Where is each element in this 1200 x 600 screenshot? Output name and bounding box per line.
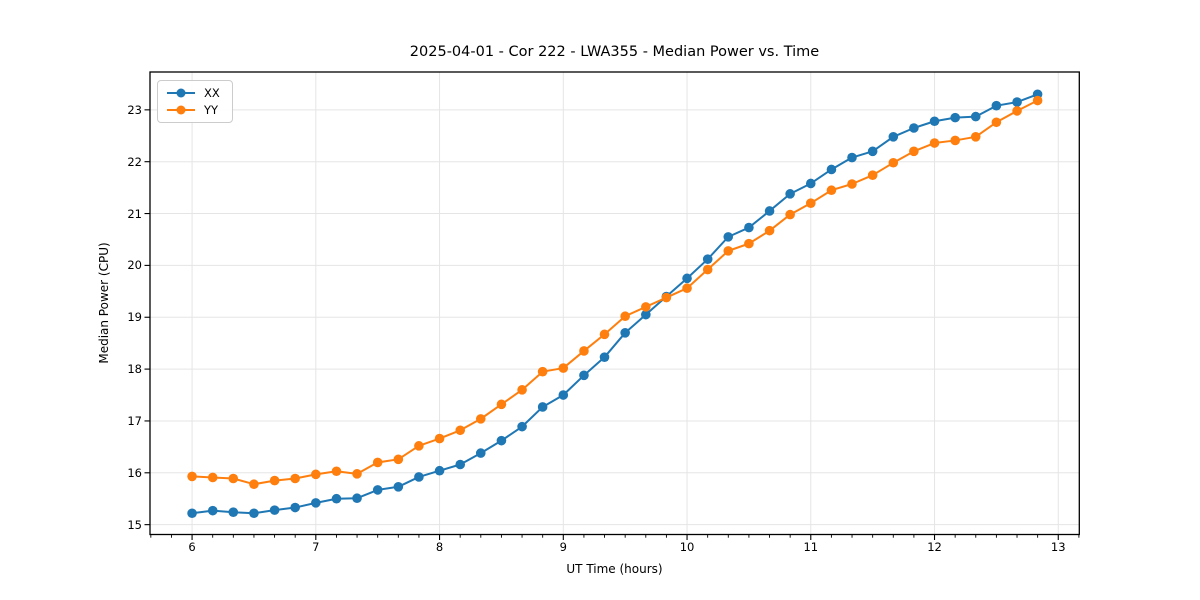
- x-tick-label-9: 9: [559, 540, 567, 554]
- y-tick-label-20: 20: [127, 258, 142, 273]
- series-yy: [187, 95, 1043, 490]
- chart-title: 2025-04-01 - Cor 222 - LWA355 - Median P…: [409, 44, 820, 60]
- series-xx-line: [191, 93, 1038, 515]
- x-tick-label-12: 12: [927, 540, 942, 554]
- legend-label-yy: YY: [204, 103, 219, 117]
- series-xx: [187, 89, 1043, 519]
- x-tick-label-7: 7: [312, 540, 320, 554]
- x-tick-label-10: 10: [679, 540, 695, 554]
- y-axis-label-text: Median Power (CPU): [97, 242, 111, 364]
- legend-entry-xx: XX: [166, 86, 220, 100]
- legend-label-xx: XX: [204, 86, 220, 100]
- series-yy-markers: [187, 95, 1043, 490]
- x-tick-label-13: 13: [1050, 540, 1066, 554]
- axis-ticks: [144, 109, 1080, 540]
- y-tick-label-22: 22: [127, 154, 142, 169]
- y-tick-label-21: 21: [127, 206, 142, 221]
- legend-entry-yy: YY: [166, 103, 220, 117]
- y-tick-label-16: 16: [127, 465, 142, 480]
- series-xx-markers: [187, 89, 1043, 519]
- legend-swatch-yy-line-marker-icon: [167, 105, 195, 115]
- y-tick-label-17: 17: [127, 413, 142, 428]
- y-tick-label-18: 18: [127, 362, 142, 377]
- grid-lines: [150, 72, 1080, 535]
- x-tick-label-6: 6: [188, 540, 196, 554]
- x-tick-label-11: 11: [803, 540, 819, 554]
- series-yy-line: [192, 99, 1039, 486]
- x-axis-label: UT Time (hours): [566, 562, 663, 576]
- y-tick-label-23: 23: [127, 102, 142, 117]
- legend: XX YY: [157, 80, 233, 123]
- axes-frame: [149, 71, 1080, 536]
- y-tick-label-19: 19: [127, 310, 142, 325]
- legend-swatch-xx-line-marker-icon: [167, 88, 195, 98]
- x-tick-label-8: 8: [435, 540, 444, 554]
- y-tick-label-15: 15: [127, 517, 142, 532]
